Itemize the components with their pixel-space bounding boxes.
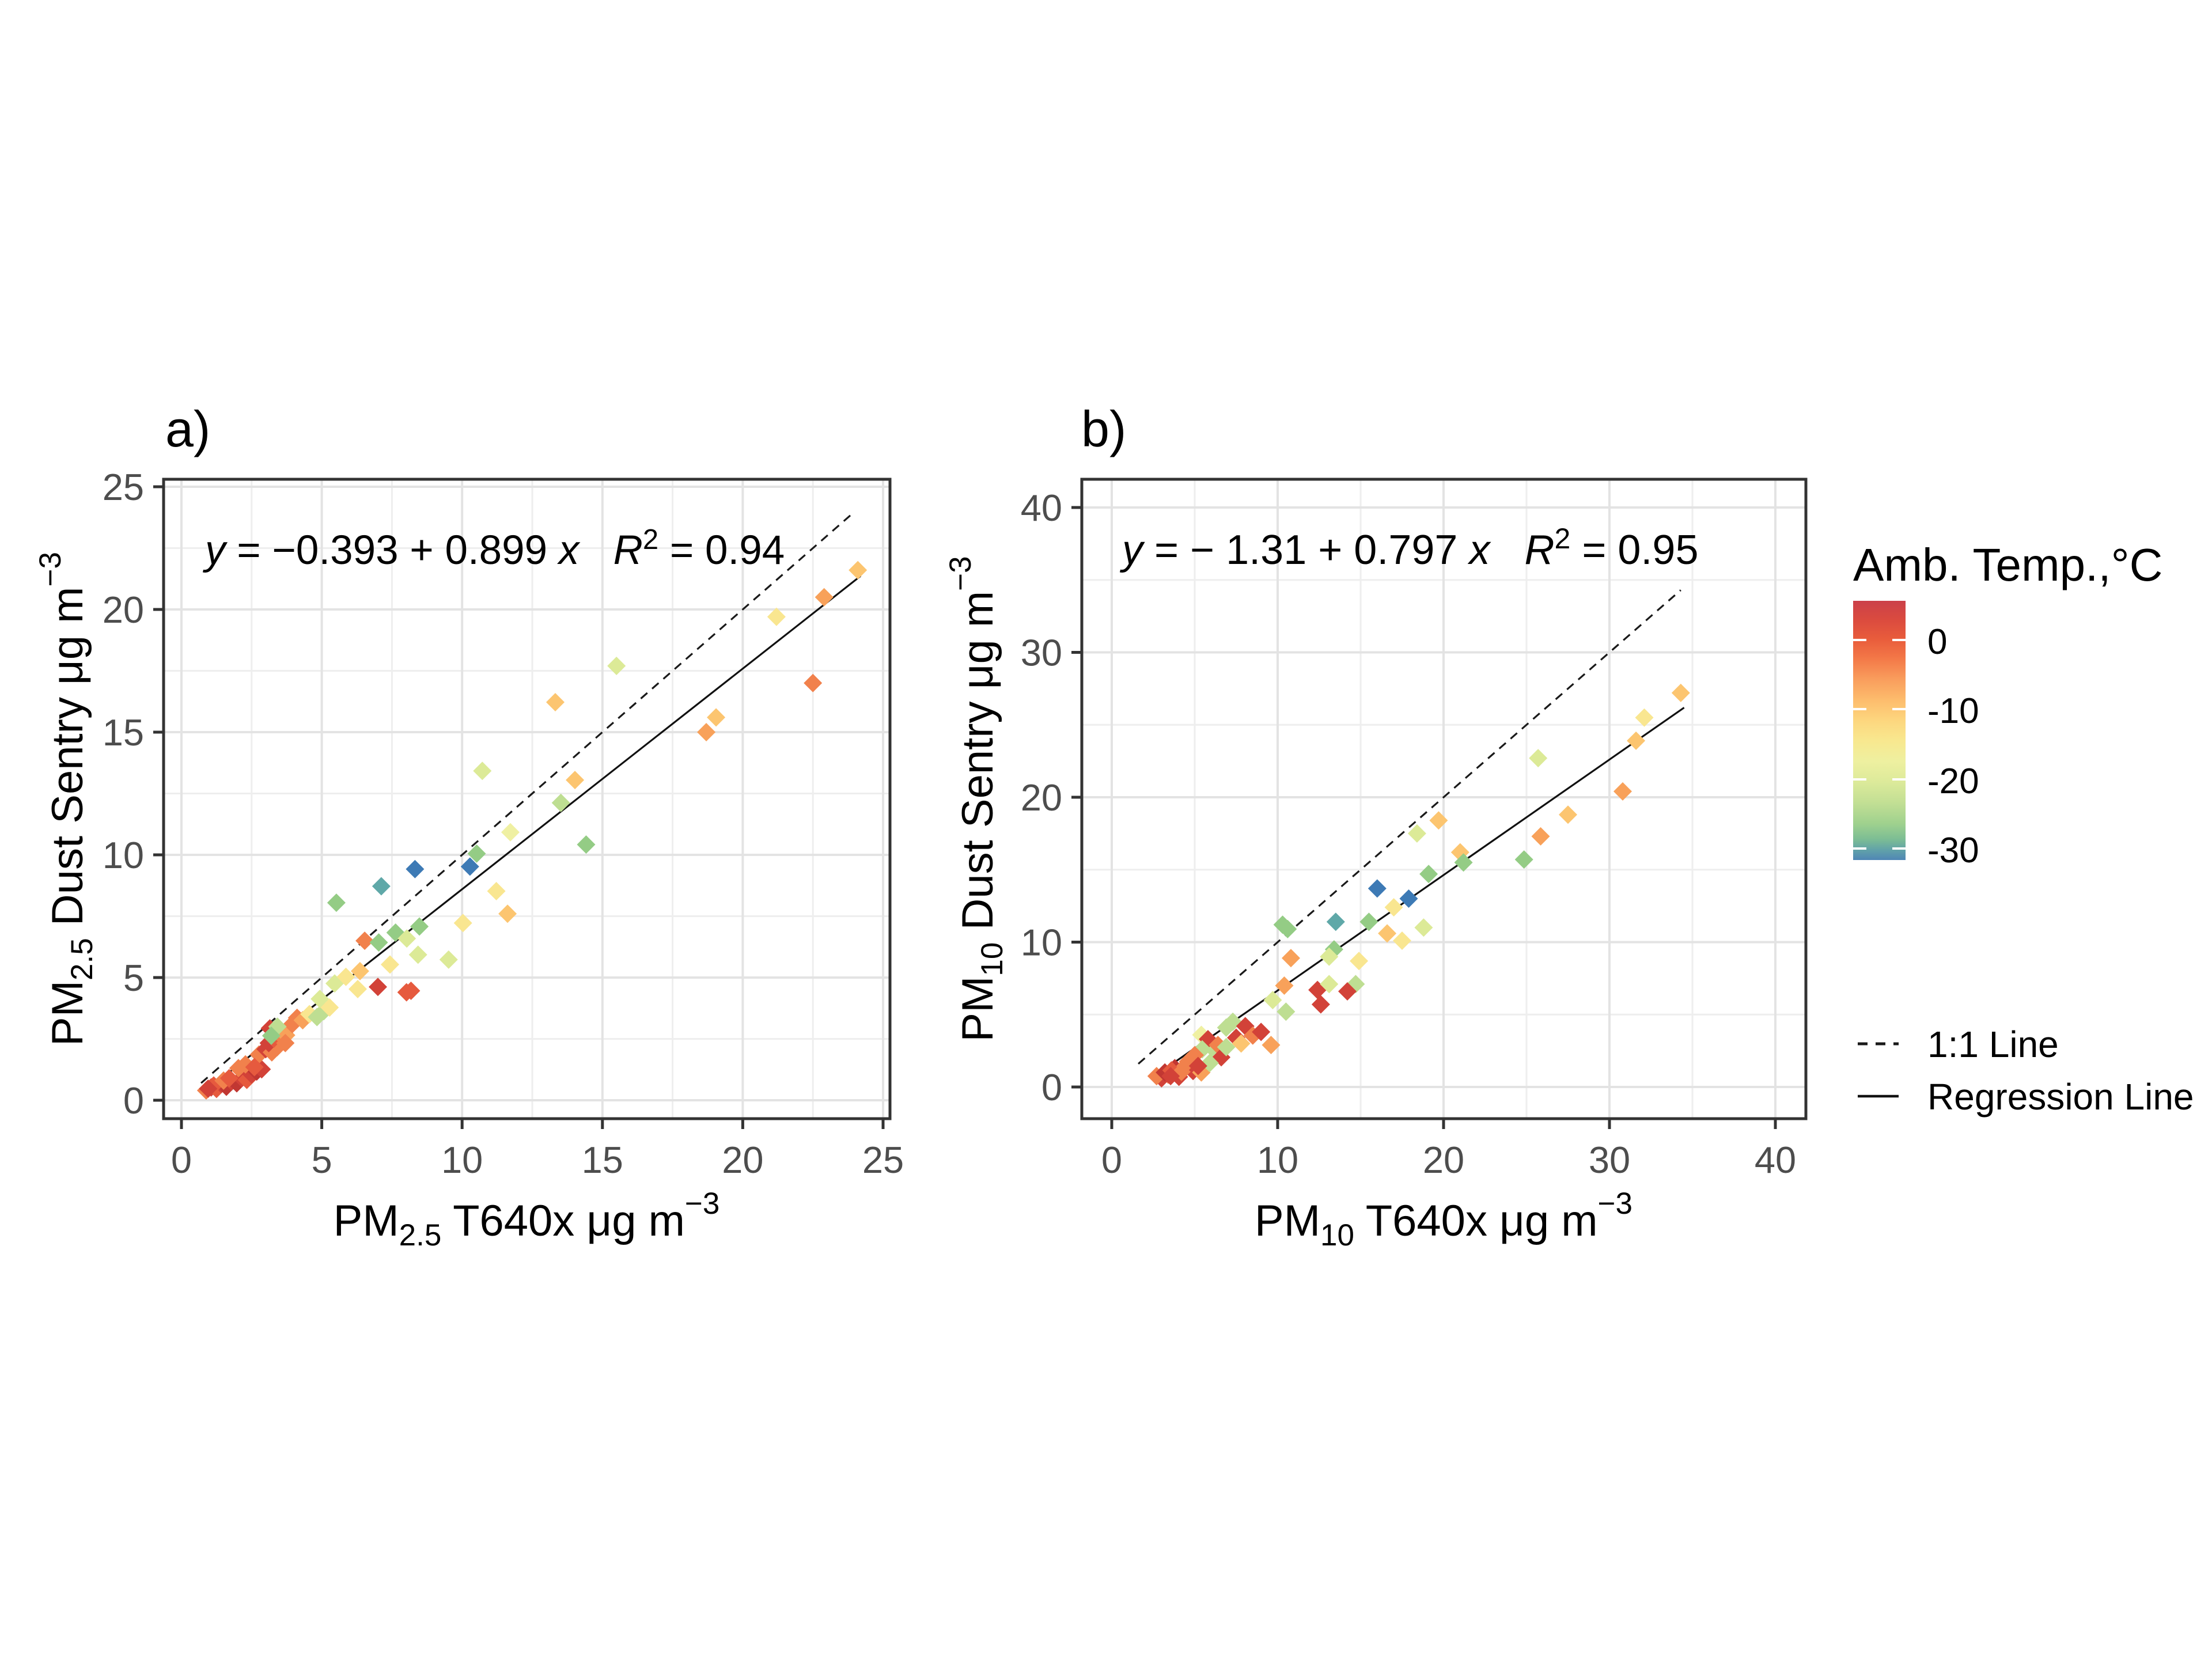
svg-text:-30: -30	[1927, 831, 1979, 870]
svg-text:20: 20	[1021, 777, 1062, 819]
svg-text:40: 40	[1021, 487, 1062, 529]
svg-text:0: 0	[1041, 1066, 1062, 1108]
svg-text:25: 25	[862, 1139, 904, 1181]
svg-text:15: 15	[103, 711, 144, 753]
svg-text:1:1 Line: 1:1 Line	[1927, 1024, 2059, 1065]
svg-text:10: 10	[1257, 1139, 1298, 1181]
svg-text:20: 20	[103, 589, 144, 631]
svg-text:y = − 1.31 + 0.797 x R2 = 0.: y = − 1.31 + 0.797 x R2 = 0.95	[1119, 522, 1699, 573]
svg-text:20: 20	[1423, 1139, 1464, 1181]
svg-text:-10: -10	[1927, 691, 1979, 731]
svg-text:5: 5	[123, 957, 144, 999]
svg-text:Amb. Temp.,°C: Amb. Temp.,°C	[1853, 539, 2162, 590]
svg-text:y = −0.393 + 0.899 x R2 = 0.: y = −0.393 + 0.899 x R2 = 0.94	[202, 524, 785, 573]
svg-text:10: 10	[1021, 922, 1062, 964]
svg-text:30: 30	[1589, 1139, 1630, 1181]
svg-text:10: 10	[103, 834, 144, 876]
svg-text:25: 25	[103, 466, 144, 508]
svg-text:10: 10	[441, 1139, 483, 1181]
svg-text:-20: -20	[1927, 762, 1979, 801]
svg-text:20: 20	[722, 1139, 763, 1181]
svg-text:40: 40	[1755, 1139, 1796, 1181]
svg-text:5: 5	[312, 1139, 332, 1181]
svg-text:0: 0	[123, 1080, 144, 1122]
svg-text:0: 0	[1927, 622, 1947, 662]
svg-text:30: 30	[1021, 632, 1062, 674]
svg-text:b): b)	[1081, 400, 1126, 457]
svg-text:0: 0	[1101, 1139, 1122, 1181]
svg-text:PM10 T640x μg m−3: PM10 T640x μg m−3	[1255, 1187, 1633, 1252]
svg-text:15: 15	[582, 1139, 623, 1181]
svg-text:Regression Line: Regression Line	[1927, 1076, 2194, 1118]
svg-text:PM2.5 T640x μg m−3: PM2.5 T640x μg m−3	[334, 1187, 720, 1252]
svg-text:a): a)	[165, 400, 210, 457]
svg-text:PM10 Dust Sentry μg m−3: PM10 Dust Sentry μg m−3	[944, 556, 1009, 1041]
svg-text:0: 0	[171, 1139, 192, 1181]
svg-text:PM2.5 Dust Sentry μg m−3: PM2.5 Dust Sentry μg m−3	[33, 552, 99, 1046]
